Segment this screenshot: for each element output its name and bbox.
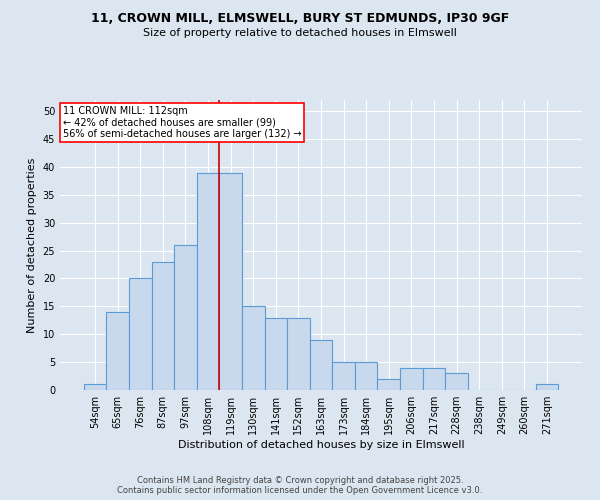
- Bar: [400, 368, 422, 390]
- Text: 11 CROWN MILL: 112sqm
← 42% of detached houses are smaller (99)
56% of semi-deta: 11 CROWN MILL: 112sqm ← 42% of detached …: [62, 106, 301, 139]
- Bar: [422, 368, 445, 390]
- Bar: [84, 384, 106, 390]
- Bar: [536, 384, 558, 390]
- Bar: [287, 318, 310, 390]
- Bar: [332, 362, 355, 390]
- Bar: [445, 374, 468, 390]
- Bar: [265, 318, 287, 390]
- Bar: [129, 278, 152, 390]
- Bar: [197, 172, 220, 390]
- Bar: [152, 262, 174, 390]
- X-axis label: Distribution of detached houses by size in Elmswell: Distribution of detached houses by size …: [178, 440, 464, 450]
- Bar: [242, 306, 265, 390]
- Bar: [355, 362, 377, 390]
- Bar: [310, 340, 332, 390]
- Bar: [174, 245, 197, 390]
- Y-axis label: Number of detached properties: Number of detached properties: [27, 158, 37, 332]
- Bar: [106, 312, 129, 390]
- Text: Size of property relative to detached houses in Elmswell: Size of property relative to detached ho…: [143, 28, 457, 38]
- Bar: [220, 172, 242, 390]
- Bar: [377, 379, 400, 390]
- Text: 11, CROWN MILL, ELMSWELL, BURY ST EDMUNDS, IP30 9GF: 11, CROWN MILL, ELMSWELL, BURY ST EDMUND…: [91, 12, 509, 26]
- Text: Contains HM Land Registry data © Crown copyright and database right 2025.
Contai: Contains HM Land Registry data © Crown c…: [118, 476, 482, 495]
